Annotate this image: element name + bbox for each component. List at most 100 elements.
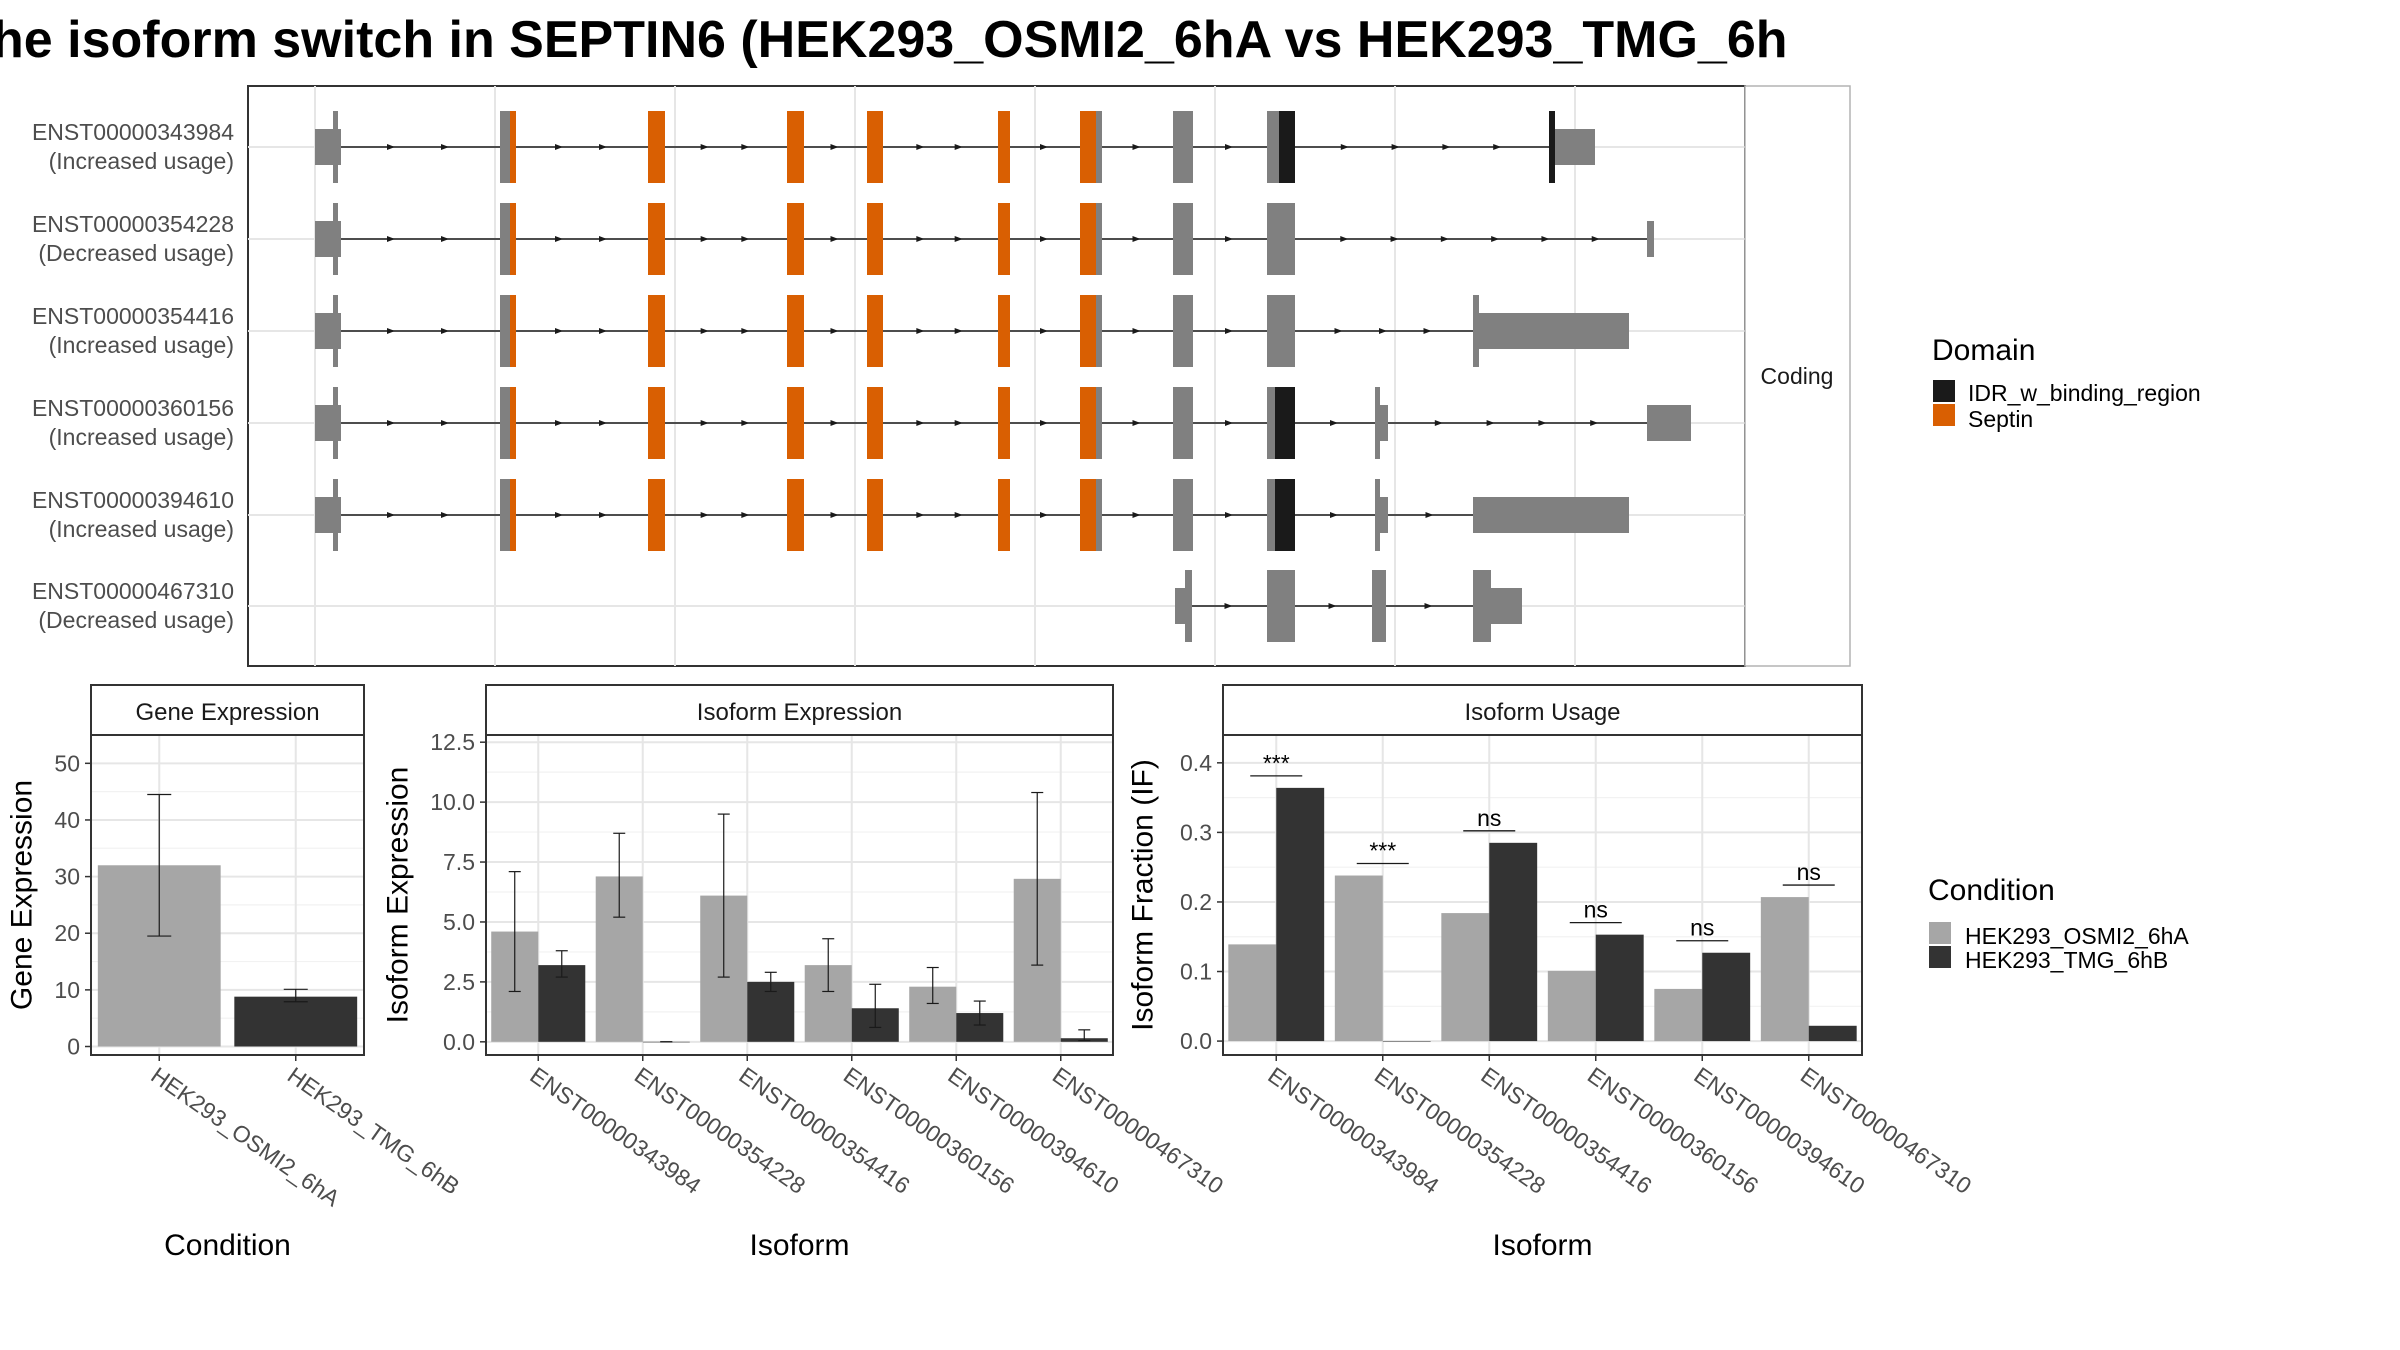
intron-arrow [1132,144,1141,150]
chart-2: Isoform Usage *** *** ns ns ns ns 0.0 0.1 0.2 0.3 0… [1127,684,1976,1262]
domain-legend-title: Domain [1932,334,2035,367]
bar [1441,913,1490,1042]
intron-arrow [1591,236,1600,242]
idr-domain [1275,387,1295,459]
bar [1489,842,1538,1042]
septin-domain [648,387,665,459]
significance-label: ns [1797,859,1821,885]
y-tick-label: 0.2 [1180,889,1212,915]
exon [1267,295,1295,367]
y-tick-label: 0 [67,1034,80,1060]
transcript-track [315,479,1629,551]
intron-arrow [1379,328,1387,334]
transcript-id-label: ENST00000354416 [32,303,234,329]
exon [500,295,510,367]
intron-arrow [916,236,925,242]
intron-arrow [1434,420,1443,426]
exon [500,111,510,183]
legend-label-idr: IDR_w_binding_region [1968,380,2201,406]
exon [333,295,338,367]
intron-arrow [916,420,925,426]
x-axis-title: Isoform [1492,1229,1592,1262]
septin-domain [867,479,883,551]
intron-arrow [830,328,839,334]
intron-arrow [441,512,449,518]
exon [1647,221,1654,257]
transcript-track [315,295,1629,367]
intron-arrow [1225,236,1233,242]
bar [1276,787,1325,1042]
septin-domain [510,203,516,275]
y-tick-label: 7.5 [443,849,475,875]
facet-title: Gene Expression [135,699,319,726]
x-tick-label: ENST00000467310 [1796,1062,1976,1199]
plot-area [486,735,1113,1055]
intron-arrow [1491,236,1500,242]
exon [1479,313,1629,349]
transcript-panel-border [247,85,1746,667]
exon [1473,295,1479,367]
y-tick-label: 0.0 [443,1029,475,1055]
intron-arrow [1224,603,1233,609]
septin-domain [1080,295,1096,367]
intron-arrow [387,236,395,242]
intron-arrow [954,512,963,518]
intron-arrow [441,420,449,426]
septin-domain [998,295,1010,367]
legend-key-septin [1933,404,1955,426]
exon [1267,479,1275,551]
legend-key-cond2 [1929,946,1951,968]
transcript-structure-panel: Coding ENST00000343984(Increased usage)E… [32,85,1851,667]
x-tick-label: ENST00000343984 [1263,1062,1444,1199]
transcript-usage-label: (Increased usage) [49,516,234,542]
intron-arrow [387,328,395,334]
y-tick-label: 0.4 [1180,750,1212,776]
septin-domain [1080,387,1096,459]
intron-arrow [830,236,839,242]
y-tick-label: 10 [54,977,80,1003]
intron-arrow [1486,420,1495,426]
exon [1375,387,1380,459]
septin-domain [787,387,804,459]
intron-arrow [700,236,709,242]
intron-arrow [954,420,963,426]
intron-arrow [916,512,925,518]
exon [1173,295,1193,367]
intron-arrow [1425,512,1434,518]
intron-arrow [1340,236,1349,242]
legend-label-septin: Septin [1968,406,2033,432]
transcript-usage-label: (Increased usage) [49,148,234,174]
intron-arrow [387,512,395,518]
septin-domain [510,111,516,183]
intron-arrow [830,420,839,426]
chart-1: Isoform Expression 0.0 2.5 5.0 7.5 10.0 12.5 EN… [382,684,1228,1262]
exon [1096,203,1102,275]
legend-key-idr [1933,380,1955,402]
exon [1380,497,1388,533]
significance-label: *** [1263,750,1290,776]
intron-arrow [1493,144,1502,150]
exon [1647,405,1691,441]
intron-arrow [954,328,963,334]
septin-domain [648,295,665,367]
intron-arrow [1225,512,1233,518]
plot-border [90,734,365,1056]
intron-arrow [1423,328,1432,334]
exon [1267,387,1275,459]
intron-arrow [830,144,839,150]
exon [1096,111,1102,183]
intron-arrow [700,512,709,518]
septin-domain [998,203,1010,275]
intron-arrow [555,420,563,426]
intron-arrow [1334,328,1343,334]
bar [1228,944,1277,1042]
legend-key-cond1 [1929,922,1951,944]
idr-domain [1549,111,1555,183]
idr-domain [1279,111,1295,183]
exon [1473,570,1491,642]
intron-arrow [555,512,563,518]
y-tick-label: 40 [54,807,80,833]
exon [1555,129,1595,165]
